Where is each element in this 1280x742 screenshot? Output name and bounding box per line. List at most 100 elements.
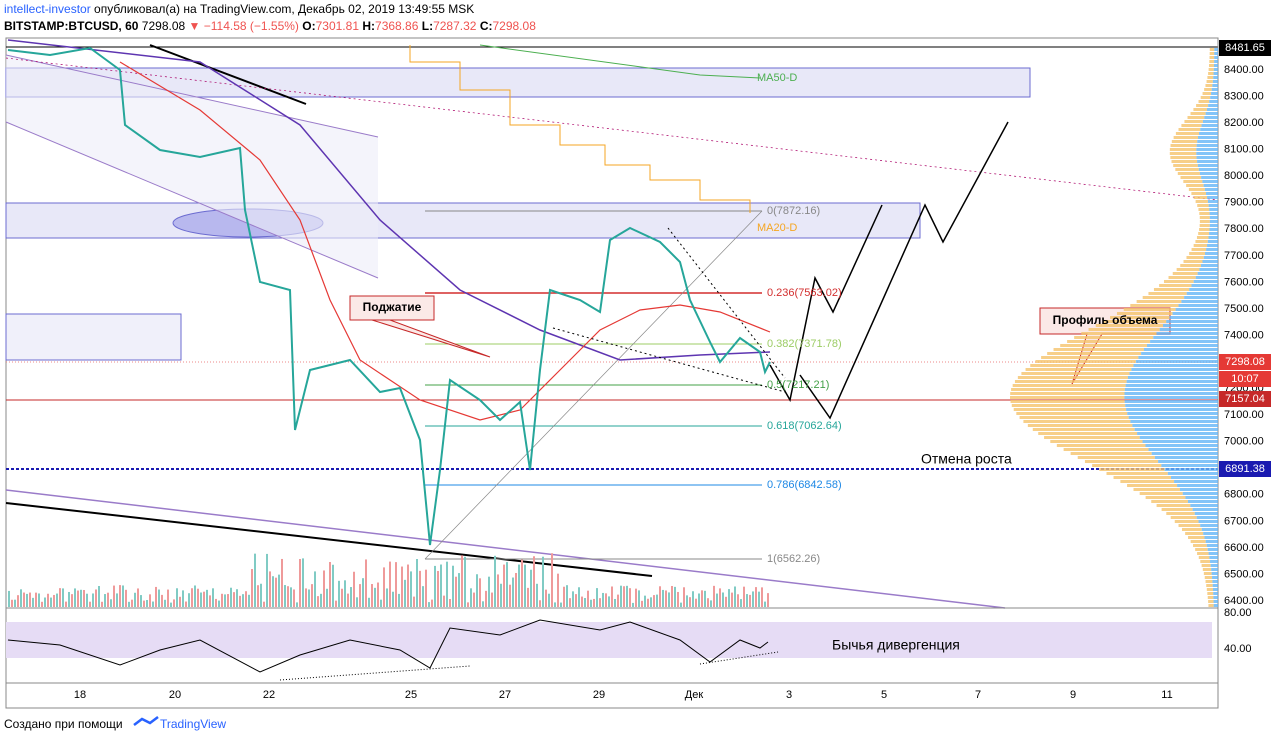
o: 7301.81: [315, 19, 359, 33]
volume-bar: [356, 597, 358, 607]
volume-profile-bar: [1120, 480, 1175, 483]
volume-profile-bar: [1095, 324, 1163, 327]
volume-profile-bar: [1213, 68, 1218, 71]
volume-profile-bar: [1180, 264, 1202, 267]
volume-profile-bar: [1010, 396, 1125, 399]
volume-bar: [695, 598, 697, 607]
volume-profile-bar: [1139, 492, 1183, 495]
volume-profile-bar: [1207, 596, 1214, 599]
volume-profile-bar: [1010, 400, 1125, 403]
price-tick-label: 6600.00: [1224, 542, 1264, 554]
volume-profile-bar: [1023, 420, 1131, 423]
volume-bar: [302, 558, 304, 607]
volume-profile-bar: [1145, 444, 1218, 447]
volume-bar: [707, 598, 709, 607]
volume-bar: [437, 570, 439, 607]
volume-bar: [62, 588, 64, 607]
volume-bar: [314, 571, 316, 607]
volume-profile-bar: [1010, 392, 1125, 395]
volume-profile-bar: [1102, 320, 1167, 323]
volume-profile-bar: [1193, 544, 1207, 547]
volume-profile-bar: [1211, 572, 1218, 575]
volume-profile-bar: [1106, 472, 1168, 475]
volume-profile-bar: [1099, 468, 1165, 471]
volume-bar: [296, 602, 298, 607]
volume-profile-bar: [1168, 276, 1196, 279]
footer-brand[interactable]: TradingView: [160, 717, 226, 731]
volume-bar: [746, 594, 748, 607]
volume-profile-bar: [1174, 520, 1199, 523]
volume-bar: [731, 592, 733, 607]
volume-profile-bar: [1207, 200, 1218, 203]
volume-bar: [362, 578, 364, 607]
volume-profile-bar: [1193, 280, 1218, 283]
volume-profile-bar: [1013, 408, 1127, 411]
volume-bar: [251, 569, 253, 607]
volume-bar: [596, 588, 598, 607]
published: опубликовал(а) на TradingView.com, Декаб…: [94, 2, 475, 16]
volume-bar: [428, 602, 430, 607]
volume-bar: [350, 587, 352, 607]
volume-profile-bar: [1198, 556, 1210, 559]
volume-bar: [86, 593, 88, 607]
price-tick-label: 7600.00: [1224, 276, 1264, 288]
volume-profile-bar: [1197, 164, 1218, 167]
volume-bar: [140, 595, 142, 607]
volume-profile-bar: [1038, 432, 1138, 435]
volume-profile-bar: [1212, 80, 1218, 83]
volume-bar: [488, 576, 490, 607]
volume-bar: [665, 590, 667, 607]
volume-bar: [44, 597, 46, 607]
volume-bar: [398, 593, 400, 607]
volume-profile-bar: [1092, 464, 1162, 467]
volume-profile-bar: [1195, 548, 1208, 551]
volume-profile-bar: [1142, 296, 1185, 299]
volume-bar: [317, 596, 319, 607]
volume-bar: [50, 597, 52, 607]
volume-bar: [170, 602, 172, 607]
volume-profile-bar: [1188, 536, 1205, 539]
volume-bar: [644, 595, 646, 607]
volume-profile-bar: [1171, 140, 1198, 143]
volume-profile-bar: [1200, 96, 1211, 99]
volume-profile-bar: [1019, 416, 1129, 419]
volume-bar: [425, 569, 427, 607]
volume-bar: [572, 591, 574, 607]
ma20-label: MA20-D: [757, 222, 797, 234]
l: 7287.32: [433, 19, 477, 33]
volume-profile-bar: [1208, 552, 1218, 555]
volume-bar: [284, 585, 286, 607]
author[interactable]: intellect-investor: [4, 2, 91, 16]
wedge-line: [667, 227, 786, 379]
volume-profile-bar: [1191, 284, 1218, 287]
volume-profile-bar: [1209, 556, 1218, 559]
price-tick-label: 7900.00: [1224, 197, 1264, 209]
ma50-line: [479, 44, 761, 79]
volume-bar: [311, 584, 313, 607]
volume-profile-bar: [1197, 204, 1209, 207]
price-badge-label: 8481.65: [1225, 42, 1265, 54]
price-tick-label: 7500.00: [1224, 303, 1264, 315]
volume-profile-bar: [1131, 368, 1218, 371]
volume-bar: [551, 553, 553, 607]
volume-profile-bar: [1186, 292, 1218, 295]
callout-text: Поджатие: [363, 300, 422, 314]
volume-profile-bar: [1213, 72, 1218, 75]
divergence-line: [279, 665, 471, 681]
volume-profile-bar: [1207, 548, 1218, 551]
volume-profile-bar: [1211, 568, 1218, 571]
rsi-tick-label: 40.00: [1224, 643, 1252, 655]
volume-bar: [494, 555, 496, 607]
volume-profile-bar: [1190, 540, 1206, 543]
volume-profile-bar: [1126, 408, 1218, 411]
volume-profile-bar: [1169, 316, 1218, 319]
volume-profile-bar: [1193, 196, 1208, 199]
callout-text: Профиль объема: [1053, 313, 1158, 327]
volume-bar: [473, 592, 475, 607]
volume-profile-bar: [1212, 84, 1218, 87]
volume-bar: [611, 586, 613, 607]
volume-bar: [482, 601, 484, 607]
channel-line: [5, 121, 379, 279]
volume-profile-bar: [1032, 428, 1135, 431]
volume-profile-bar: [1151, 452, 1218, 455]
